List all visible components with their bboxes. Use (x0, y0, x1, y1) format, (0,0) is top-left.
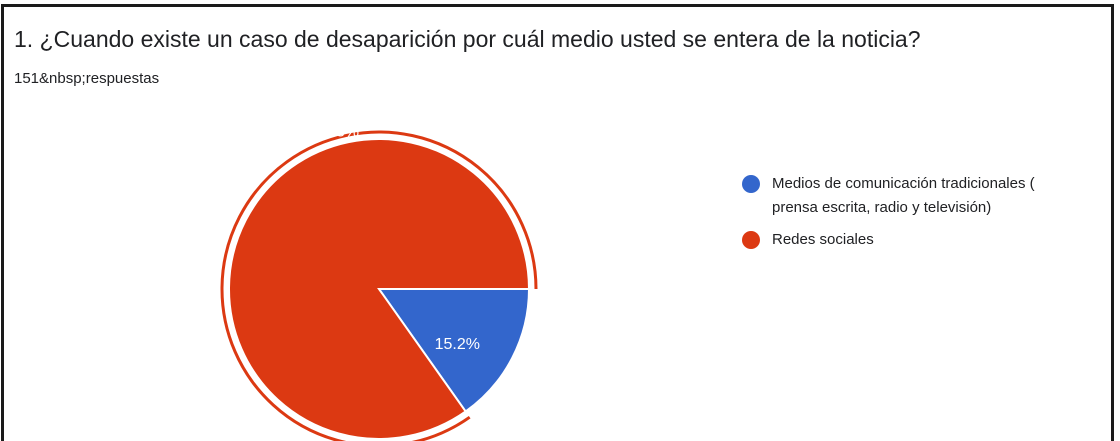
question-title: 1. ¿Cuando existe un caso de desaparició… (14, 26, 921, 52)
legend-item-redes-sociales[interactable]: Redes sociales (742, 228, 1072, 252)
chart-legend: Medios de comunicación tradicionales ( p… (742, 172, 1072, 260)
pie-chart: 15.2% 84.8% (220, 123, 538, 441)
response-count: 151&nbsp;respuestas (14, 70, 160, 87)
pie-slice-1[interactable] (228, 138, 531, 440)
pie-data-label-1: 84.8% (314, 123, 359, 140)
legend-swatch-medios-tradicionales (742, 175, 760, 193)
pie-slice-highlight-1 (220, 130, 538, 441)
legend-swatch-redes-sociales (742, 231, 760, 249)
legend-label-medios-tradicionales: Medios de comunicación tradicionales ( p… (772, 175, 1035, 216)
legend-item-medios-tradicionales[interactable]: Medios de comunicación tradicionales ( p… (742, 172, 1072, 220)
question-card: 1. ¿Cuando existe un caso de desaparició… (1, 4, 1114, 441)
legend-label-redes-sociales: Redes sociales (772, 231, 874, 248)
pie-slice-0[interactable] (377, 288, 531, 413)
pie-data-label-0: 15.2% (435, 336, 480, 353)
